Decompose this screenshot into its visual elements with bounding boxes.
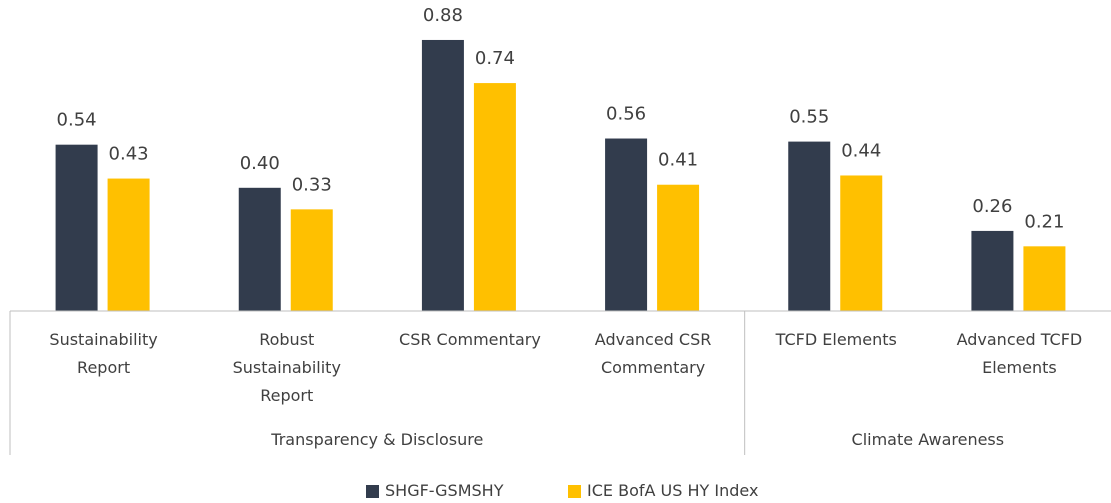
legend-swatch (568, 485, 581, 498)
bar (238, 187, 281, 311)
bar (1023, 246, 1066, 311)
bar (107, 178, 150, 311)
bar (788, 141, 831, 311)
value-label: 0.33 (292, 174, 332, 195)
x-tick-label: CSR Commentary (399, 330, 541, 349)
value-label: 0.54 (57, 110, 97, 131)
x-tick-label: Advanced TCFD Elements (956, 330, 1083, 377)
group-label: Transparency & Disclosure (271, 430, 484, 449)
legend-label: ICE BofA US HY Index (587, 481, 759, 500)
legend-label: SHGF-GSMSHY (385, 481, 504, 500)
bar (473, 83, 516, 311)
value-label: 0.88 (423, 5, 463, 26)
value-label: 0.41 (658, 150, 698, 171)
x-tick-label: Robust Sustainability Report (232, 330, 341, 405)
bar (840, 175, 883, 311)
legend-swatch (366, 485, 379, 498)
group-label: Climate Awareness (851, 430, 1005, 449)
bar (55, 144, 98, 311)
bar (657, 184, 700, 311)
x-tick-label: Sustainability Report (49, 330, 158, 377)
bar (971, 230, 1014, 311)
value-label: 0.74 (475, 48, 515, 69)
bar (290, 209, 333, 311)
value-label: 0.44 (841, 140, 881, 161)
value-label: 0.56 (606, 104, 646, 125)
value-label: 0.43 (109, 144, 149, 165)
value-label: 0.26 (972, 196, 1012, 217)
x-tick-label: Advanced CSR Commentary (594, 330, 712, 377)
value-label: 0.21 (1024, 211, 1064, 232)
bar (421, 39, 464, 312)
value-label: 0.40 (240, 153, 280, 174)
x-tick-label: TCFD Elements (775, 330, 897, 349)
bar (605, 138, 648, 311)
value-label: 0.55 (789, 107, 829, 128)
